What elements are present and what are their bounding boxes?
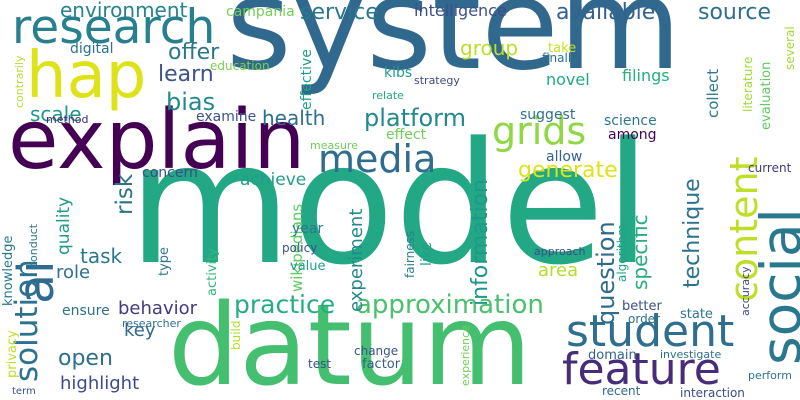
word-feature: feature bbox=[562, 344, 721, 395]
word-task: task bbox=[80, 244, 123, 268]
word-effective: effective bbox=[299, 49, 315, 110]
word-quality: quality bbox=[54, 196, 74, 255]
word-researcher: researcher bbox=[122, 317, 181, 330]
word-offer: offer bbox=[168, 40, 220, 65]
word-build: build bbox=[229, 320, 243, 350]
word-behavior: behavior bbox=[118, 298, 198, 319]
word-method: method bbox=[46, 113, 89, 126]
word-system: system bbox=[226, 0, 682, 98]
word-media: media bbox=[318, 137, 437, 181]
word-domain: domain bbox=[588, 348, 637, 363]
word-student: student bbox=[566, 306, 735, 357]
word-learn: learn bbox=[158, 62, 214, 87]
word-technique: technique bbox=[680, 178, 705, 288]
word-role: role bbox=[56, 262, 91, 283]
word-health: health bbox=[262, 106, 326, 130]
word-fairness: fairness bbox=[403, 230, 417, 278]
word-environment: environment bbox=[60, 0, 188, 22]
word-research: research bbox=[12, 0, 216, 55]
word-specific: specific bbox=[628, 214, 652, 290]
word-factor: factor bbox=[362, 357, 401, 372]
word-literature: literature bbox=[741, 56, 755, 112]
word-practice: practice bbox=[234, 290, 336, 319]
word-achieve: achieve bbox=[240, 170, 307, 190]
word-type: type bbox=[157, 246, 172, 276]
word-take: take bbox=[548, 41, 577, 56]
word-grids: grids bbox=[492, 109, 587, 153]
word-experiment: experiment bbox=[346, 208, 367, 312]
word-platform: platform bbox=[364, 104, 466, 132]
word-education: education bbox=[210, 59, 270, 73]
word-key: key bbox=[124, 320, 156, 341]
word-available: available bbox=[556, 0, 656, 25]
word-measure: measure bbox=[310, 139, 358, 152]
word-concern: concern bbox=[142, 165, 198, 181]
word-year: year bbox=[292, 221, 324, 237]
word-approximation: approximation bbox=[356, 290, 544, 320]
word-datum: datum bbox=[168, 281, 532, 400]
word-policy: policy bbox=[282, 241, 318, 255]
word-collect: collect bbox=[704, 68, 722, 118]
word-knowledge: knowledge bbox=[1, 235, 16, 306]
word-investigate: investigate bbox=[660, 348, 722, 361]
word-among: among bbox=[608, 127, 657, 143]
word-risk: risk bbox=[112, 173, 138, 215]
word-digital: digital bbox=[70, 41, 114, 57]
word-suggest: suggest bbox=[520, 107, 576, 123]
word-novel: novel bbox=[546, 70, 590, 89]
word-campania: campania bbox=[226, 4, 295, 20]
word-highlight: highlight bbox=[60, 373, 140, 394]
word-change: change bbox=[354, 344, 399, 358]
word-test: test bbox=[308, 357, 332, 371]
word-like: like bbox=[419, 241, 435, 266]
word-value: value bbox=[290, 259, 326, 274]
word-filings: filings bbox=[622, 66, 670, 85]
word-order: order bbox=[628, 312, 660, 326]
word-scale: scale bbox=[30, 102, 82, 126]
word-examine: examine bbox=[196, 109, 257, 125]
word-contrarily: contrarily bbox=[13, 55, 26, 108]
word-group: group bbox=[460, 36, 519, 60]
word-approach: approach bbox=[534, 245, 586, 258]
word-state: state bbox=[680, 307, 713, 322]
word-science: science bbox=[604, 113, 657, 129]
word-kibs: kibs bbox=[384, 65, 413, 81]
word-evaluation: evaluation bbox=[759, 61, 774, 130]
word-activity: activity bbox=[205, 248, 220, 296]
word-conduct: conduct bbox=[27, 223, 40, 268]
word-several: several bbox=[783, 26, 797, 70]
word-hap: hap bbox=[26, 39, 147, 113]
word-experience: experience bbox=[459, 325, 472, 386]
word-effect: effect bbox=[386, 127, 427, 143]
word-relate: relate bbox=[372, 89, 404, 102]
word-generate: generate bbox=[518, 158, 618, 183]
word-area: area bbox=[538, 260, 579, 281]
word-current: current bbox=[748, 161, 792, 175]
word-service: service bbox=[300, 0, 379, 25]
word-explain: explain bbox=[8, 93, 306, 188]
word-model: model bbox=[128, 106, 652, 302]
word-ensure: ensure bbox=[62, 303, 110, 319]
word-allow: allow bbox=[546, 149, 583, 165]
word-better: better bbox=[622, 299, 662, 314]
word-interaction: interaction bbox=[680, 386, 745, 400]
word-perform: perform bbox=[748, 369, 792, 382]
word-bias: bias bbox=[166, 88, 216, 116]
word-information: information bbox=[468, 179, 493, 306]
word-intelligence: intelligence bbox=[414, 1, 507, 20]
word-term: term bbox=[12, 386, 36, 397]
word-open: open bbox=[58, 346, 113, 371]
word-recent: recent bbox=[602, 384, 641, 398]
word-accuracy: accuracy bbox=[739, 266, 752, 316]
word-algorithm: algorithm bbox=[615, 224, 629, 282]
word-source: source bbox=[698, 0, 772, 25]
word-strategy: strategy bbox=[414, 74, 460, 87]
word-privacy: privacy bbox=[5, 330, 20, 378]
word-finally: finally bbox=[542, 51, 579, 65]
